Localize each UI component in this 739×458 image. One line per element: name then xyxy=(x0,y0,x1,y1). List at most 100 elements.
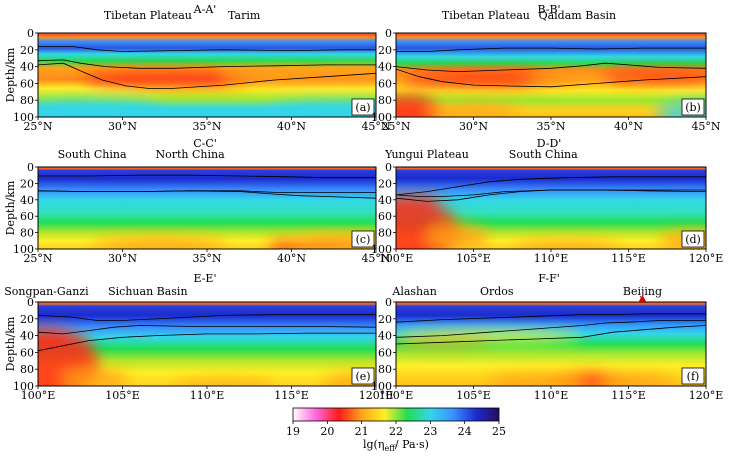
x-tick-label: 120°E xyxy=(359,389,394,402)
y-tick-label: 80 xyxy=(20,227,34,240)
y-tick-label: 40 xyxy=(20,194,34,207)
y-tick-label: 60 xyxy=(20,346,34,359)
boundary-upper-crust-interface xyxy=(396,313,706,323)
x-tick-label: 35°N xyxy=(192,120,221,133)
viscosity-field xyxy=(38,167,376,249)
y-tick-label: 40 xyxy=(20,330,34,343)
viscosity-anomaly xyxy=(427,224,489,249)
y-tick-label: 80 xyxy=(20,94,34,107)
region-label: Songpan-Ganzi xyxy=(4,285,89,298)
boundary-moho-2 xyxy=(396,68,706,88)
panel-label-box xyxy=(351,367,375,385)
viscosity-anomaly xyxy=(61,369,130,386)
panel-label: (b) xyxy=(685,101,701,114)
field-anomalies xyxy=(396,330,675,386)
colorbar: 19 20 21 22 23 24 25 lg(ηeff/ Pa·s) xyxy=(286,407,506,453)
colorbar-bar xyxy=(292,407,500,422)
y-tick-label: 80 xyxy=(378,227,392,240)
viscosity-anomaly xyxy=(510,240,623,249)
panel-label: (c) xyxy=(356,233,371,246)
y-tick-label: 60 xyxy=(378,77,392,90)
x-tick-label: 110°E xyxy=(534,389,569,402)
boundary-moho-2 xyxy=(396,325,706,345)
surface-layer xyxy=(396,33,706,36)
y-tick-label: 60 xyxy=(378,346,392,359)
y-tick-label: 0 xyxy=(385,27,392,40)
region-label: Tarim xyxy=(228,9,261,22)
x-tick-label: 105°E xyxy=(105,389,140,402)
y-tick-label: 80 xyxy=(378,94,392,107)
boundary-upper-crust-interface xyxy=(38,46,376,52)
profile-title: D-D' xyxy=(537,137,562,150)
colorbar-ticks: 19 20 21 22 23 24 25 xyxy=(286,421,506,438)
region-label: Ordos xyxy=(480,285,514,298)
x-tick-label: 110°E xyxy=(534,252,569,265)
boundary-upper-crust-interface xyxy=(396,176,706,196)
colorbar-tick-label: 25 xyxy=(492,425,506,438)
y-axis-label: Depth/km xyxy=(4,316,17,371)
y-tick-label: 100 xyxy=(13,243,34,256)
panel-label-box xyxy=(681,367,705,385)
viscosity-anomaly xyxy=(485,374,586,386)
x-tick-label: 100°E xyxy=(379,252,414,265)
y-tick-label: 0 xyxy=(27,27,34,40)
y-tick-label: 100 xyxy=(371,380,392,393)
surface-layer xyxy=(38,302,376,305)
panel-label: (a) xyxy=(355,101,370,114)
location-marker xyxy=(638,295,647,302)
colorbar-tick-label: 19 xyxy=(286,425,300,438)
y-tick-label: 20 xyxy=(20,177,34,190)
viscosity-anomaly xyxy=(92,237,228,249)
y-tick-label: 20 xyxy=(20,313,34,326)
x-tick-label: 30°N xyxy=(108,252,137,265)
region-label: Tibetan Plateau xyxy=(104,9,192,22)
x-tick-label: 35°N xyxy=(536,120,565,133)
boundary-upper-crust-interface xyxy=(396,47,706,52)
x-tick-label: 115°E xyxy=(274,389,309,402)
panel-label-box xyxy=(681,98,705,116)
region-label: Yungui Plateau xyxy=(384,148,469,161)
colorbar-tick-label: 23 xyxy=(423,425,437,438)
surface-layer xyxy=(38,167,376,170)
x-tick-label: 25°N xyxy=(381,120,410,133)
x-tick-label: 120°E xyxy=(689,252,724,265)
field-anomalies xyxy=(38,69,376,117)
y-tick-label: 60 xyxy=(20,77,34,90)
viscosity-anomaly xyxy=(267,101,376,117)
x-tick-label: 110°E xyxy=(190,389,225,402)
boundary-moho-1 xyxy=(396,189,706,202)
y-tick-label: 40 xyxy=(20,61,34,74)
region-label: Qaidam Basin xyxy=(539,9,617,22)
viscosity-anomaly xyxy=(38,334,89,345)
y-tick-label: 40 xyxy=(378,330,392,343)
y-tick-label: 40 xyxy=(378,194,392,207)
x-tick-label: 25°N xyxy=(23,252,52,265)
y-tick-label: 20 xyxy=(378,177,392,190)
panel-label: (f) xyxy=(687,370,700,383)
surface-layer xyxy=(396,302,706,305)
viscosity-anomaly xyxy=(597,70,706,83)
y-tick-label: 0 xyxy=(385,296,392,309)
colorbar-tick-label: 24 xyxy=(458,425,472,438)
x-tick-label: 40°N xyxy=(614,120,643,133)
profile-title: C-C' xyxy=(193,137,217,150)
boundary-moho-2 xyxy=(396,189,706,197)
field-anomalies xyxy=(396,70,706,117)
panel-label: (d) xyxy=(685,233,701,246)
region-label: Alashan xyxy=(391,285,436,298)
y-tick-label: 20 xyxy=(378,313,392,326)
y-tick-label: 40 xyxy=(378,61,392,74)
field-anomalies xyxy=(38,327,376,386)
boundary-moho-1 xyxy=(396,320,706,338)
y-tick-label: 60 xyxy=(378,210,392,223)
x-tick-label: 35°N xyxy=(192,252,221,265)
region-label: South China xyxy=(58,148,127,161)
viscosity-anomaly xyxy=(220,70,343,83)
region-label: Tibetan Plateau xyxy=(442,9,530,22)
